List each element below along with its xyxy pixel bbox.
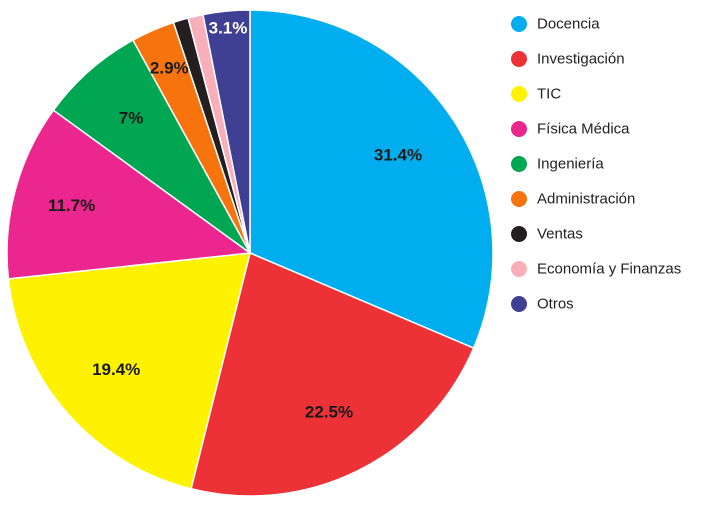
legend-item-investigacion: Investigación [511,51,625,68]
slice-docencia [249,9,494,350]
legend-label: Economía y Finanzas [537,261,681,278]
slice-label-otros: 3.1% [209,19,248,38]
legend-swatch [511,51,527,67]
legend-label: Física Médica [537,121,630,138]
legend-label: Investigación [537,51,625,68]
legend-item-ingenieria: Ingeniería [511,156,604,173]
slice-label-investigacion: 22.5% [305,402,353,421]
slice-label-docencia: 31.4% [374,146,422,165]
legend-swatch [511,296,527,312]
slice-fisica-medica [6,109,253,280]
legend-swatch [511,261,527,277]
pie-slices [6,9,494,497]
slice-ingenieria [52,39,251,254]
slice-otros [202,9,251,254]
legend-item-administracion: Administración [511,191,635,208]
legend-label: Docencia [537,16,600,33]
legend-item-fisica-medica: Física Médica [511,121,630,138]
slice-tic [7,252,251,490]
legend-label: Otros [537,296,574,313]
slice-label-fisica-medica: 11.7% [48,196,95,215]
legend-swatch [511,86,527,102]
legend-swatch [511,121,527,137]
legend: Docencia Investigación TIC Física Médica Ing… [511,16,681,313]
legend-swatch [511,226,527,242]
legend-item-tic: TIC [511,86,561,103]
legend-label: Administración [537,191,635,208]
legend-label: TIC [537,86,561,103]
legend-item-otros: Otros [511,296,574,313]
legend-swatch [511,156,527,172]
legend-item-docencia: Docencia [511,16,600,33]
legend-swatch [511,16,527,32]
legend-swatch [511,191,527,207]
legend-label: Ventas [537,226,583,243]
legend-item-economia-y-finanzas: Economía y Finanzas [511,261,681,278]
slice-label-ingenieria: 7% [119,109,144,128]
slice-label-tic: 19.4% [92,360,140,379]
legend-label: Ingeniería [537,156,604,173]
slice-label-administracion: 2.9% [150,59,189,78]
pie-slice-labels: 31.4% 22.5% 19.4% 11.7% 7% 2.9% 3.1% [48,19,422,422]
slice-investigacion [190,251,475,497]
legend-item-ventas: Ventas [511,226,583,243]
